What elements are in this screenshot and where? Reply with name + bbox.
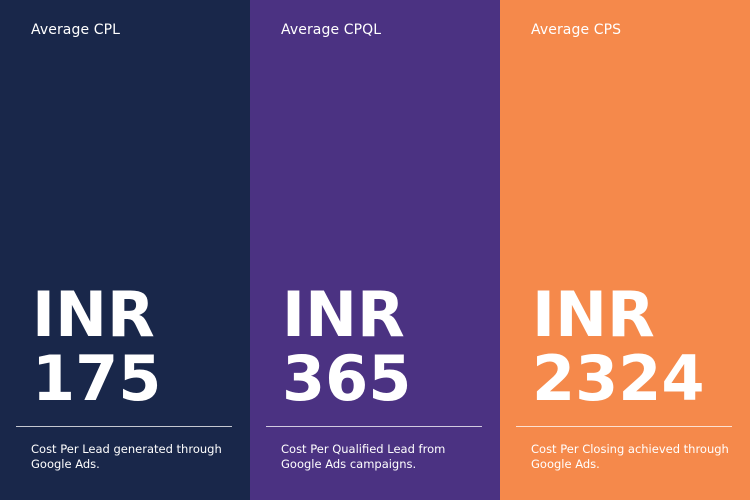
card-cpql: Average CPQL INR 365 Cost Per Qualified … <box>250 0 500 500</box>
metric-number: 175 <box>32 342 162 415</box>
card-description: Cost Per Lead generated through Google A… <box>31 442 222 471</box>
card-cps: Average CPS INR 2324 Cost Per Closing ac… <box>500 0 750 500</box>
metric-currency: INR <box>282 278 405 351</box>
card-title: Average CPL <box>31 22 121 38</box>
metric-value: INR 2324 <box>532 283 705 411</box>
metric-value: INR 365 <box>282 283 411 411</box>
metric-currency: INR <box>32 278 155 351</box>
divider <box>16 426 232 427</box>
card-cpl: Average CPL INR 175 Cost Per Lead genera… <box>0 0 250 500</box>
metric-value: INR 175 <box>32 283 161 411</box>
card-description: Cost Per Closing achieved through Google… <box>531 442 729 471</box>
divider <box>516 426 732 427</box>
card-description: Cost Per Qualified Lead from Google Ads … <box>281 442 446 471</box>
metric-number: 365 <box>282 342 412 415</box>
card-title: Average CPQL <box>281 22 382 38</box>
metric-currency: INR <box>532 278 655 351</box>
metric-number: 2324 <box>532 342 705 415</box>
divider <box>266 426 482 427</box>
card-title: Average CPS <box>531 22 622 38</box>
